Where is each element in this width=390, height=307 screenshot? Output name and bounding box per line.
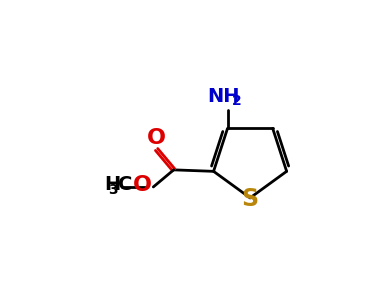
Text: 3: 3 <box>108 183 117 197</box>
Text: C: C <box>118 175 132 194</box>
Text: O: O <box>133 176 152 196</box>
Text: S: S <box>241 187 259 211</box>
Text: 2: 2 <box>232 94 241 108</box>
Text: O: O <box>147 128 166 148</box>
Text: NH: NH <box>208 87 240 106</box>
Text: H: H <box>105 175 121 194</box>
